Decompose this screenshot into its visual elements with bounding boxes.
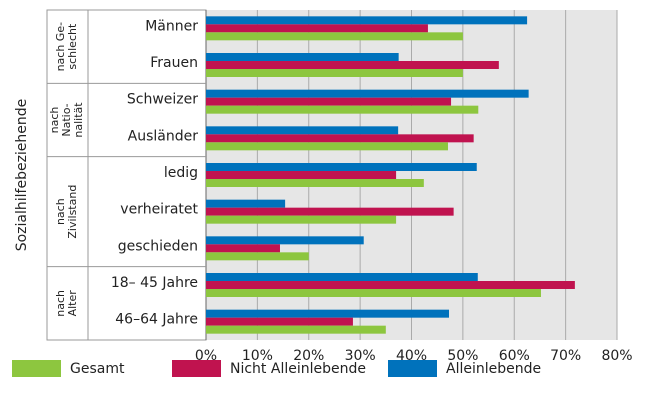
bar xyxy=(206,142,448,151)
group-label: nach xyxy=(54,290,67,317)
bar xyxy=(206,207,454,216)
legend-swatch xyxy=(12,360,61,377)
y-tick-label: ledig xyxy=(164,165,198,181)
x-tick-label: 80% xyxy=(601,348,632,364)
legend-swatch xyxy=(172,360,221,377)
group-label: Alter xyxy=(66,290,79,317)
bar xyxy=(206,134,474,143)
y-tick-label: 18– 45 Jahre xyxy=(111,275,198,291)
group-label: nalität xyxy=(72,102,85,138)
x-tick-label: 20% xyxy=(293,348,324,364)
y-tick-label: Schweizer xyxy=(127,92,198,108)
y-axis-label: Sozialhilfebeziehende xyxy=(14,99,30,252)
bar xyxy=(206,289,541,297)
bar xyxy=(206,163,477,171)
y-tick-label: Männer xyxy=(145,18,198,34)
bar xyxy=(206,215,397,224)
legend-swatch xyxy=(388,360,437,377)
bar xyxy=(206,16,528,25)
bar xyxy=(206,236,364,245)
bar xyxy=(206,325,386,334)
y-tick-label: Ausländer xyxy=(128,128,199,144)
bar xyxy=(206,171,397,179)
bar xyxy=(206,252,309,261)
bar xyxy=(206,179,424,187)
bar xyxy=(206,281,575,289)
y-tick-label: geschieden xyxy=(118,238,198,254)
bar xyxy=(206,199,286,208)
bar xyxy=(206,126,399,135)
group-label: nach xyxy=(54,198,67,225)
group-label: nach xyxy=(48,107,61,134)
y-tick-label: Frauen xyxy=(150,55,198,71)
group-label: schlecht xyxy=(66,23,79,70)
legend-label: Gesamt xyxy=(70,361,125,377)
bar xyxy=(206,317,353,326)
legend-label: Alleinlebende xyxy=(446,361,541,377)
bar xyxy=(206,32,463,41)
bar xyxy=(206,105,479,114)
bar xyxy=(206,309,450,318)
label-box xyxy=(46,9,207,341)
bar xyxy=(206,273,478,281)
group-label: Natio- xyxy=(60,103,73,136)
group-label: nach Ge- xyxy=(54,22,67,72)
bar xyxy=(206,69,463,77)
x-tick-label: 30% xyxy=(345,348,376,364)
x-tick-label: 70% xyxy=(550,348,581,364)
x-tick-label: 10% xyxy=(242,348,273,364)
bar xyxy=(206,244,280,253)
y-tick-label: verheiratet xyxy=(120,202,198,218)
bar xyxy=(206,24,428,33)
x-tick-label: 60% xyxy=(499,348,530,364)
legend-label: Nicht Alleinlebende xyxy=(230,361,366,377)
bar xyxy=(206,97,452,106)
x-tick-label: 50% xyxy=(447,348,478,364)
group-label: Zivilstand xyxy=(66,185,79,239)
bar xyxy=(206,53,399,61)
y-tick-label: 46–64 Jahre xyxy=(115,312,198,328)
bar xyxy=(206,61,499,69)
bar xyxy=(206,89,529,98)
